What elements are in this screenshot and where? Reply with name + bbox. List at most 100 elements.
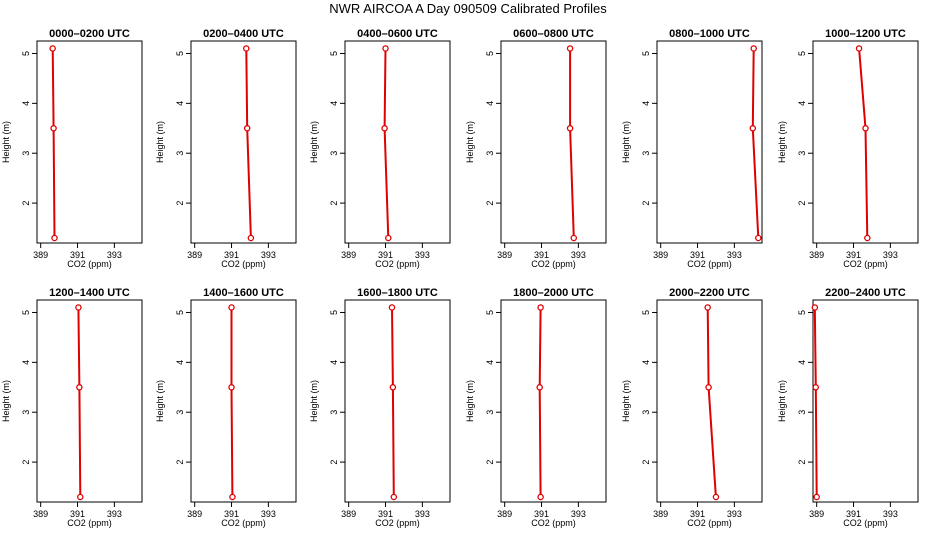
profile-point (229, 493, 236, 501)
profile-point (813, 493, 820, 501)
profile-point (389, 384, 397, 391)
y-tick-label: 4 (485, 360, 495, 365)
profile-point (811, 304, 819, 311)
x-tick-label: 389 (187, 509, 202, 519)
y-axis-label: Height (m) (309, 121, 319, 163)
y-tick-label: 3 (797, 151, 807, 156)
plot-frame (812, 299, 919, 503)
profile-line (77, 307, 82, 498)
y-tick-label: 2 (797, 460, 807, 465)
x-tick-label: 393 (883, 509, 898, 519)
panel-12: 2200–2400 UTC 389 391 393 2 3 4 5 CO2 (ppm) Heigh… (777, 287, 919, 528)
profile-point (75, 304, 82, 311)
x-axis-label: CO2 (ppm) (221, 518, 266, 528)
y-tick-label: 4 (329, 101, 339, 106)
x-tick-label: 391 (70, 509, 85, 519)
profile-line (706, 307, 717, 498)
plot-frame (344, 299, 451, 503)
plot-frame (500, 40, 607, 244)
profile-point (388, 304, 396, 311)
panel-3: 0400–0600 UTC 389 391 393 2 3 4 5 CO2 (ppm) Heigh… (309, 28, 451, 269)
y-tick-label: 4 (797, 101, 807, 106)
panel-title: 0000–0200 UTC (49, 28, 130, 40)
y-axis-label: Height (m) (465, 380, 475, 422)
panel-title: 1000–1200 UTC (825, 28, 906, 40)
y-axis-label: Height (m) (777, 121, 787, 163)
y-tick-label: 3 (641, 410, 651, 415)
profile-point (566, 45, 574, 52)
profile-line (751, 48, 760, 239)
y-tick-label: 5 (641, 51, 651, 56)
panel-1: 0000–0200 UTC 389 391 393 2 3 4 5 CO2 (ppm) Heigh… (1, 28, 143, 269)
profile-line (569, 48, 575, 239)
y-tick-label: 5 (797, 310, 807, 315)
plot-frame (656, 40, 763, 244)
plot-frame (36, 299, 143, 503)
profile-point (566, 125, 574, 132)
x-tick-label: 393 (883, 250, 898, 260)
profile-point (712, 493, 720, 501)
x-tick-label: 391 (690, 250, 705, 260)
y-tick-label: 4 (641, 360, 651, 365)
x-axis-label: CO2 (ppm) (375, 259, 420, 269)
profile-line (858, 48, 869, 239)
x-tick-label: 389 (341, 509, 356, 519)
profile-line (391, 307, 395, 498)
y-tick-label: 2 (641, 460, 651, 465)
y-axis-label: Height (m) (621, 121, 631, 163)
profile-point (382, 45, 389, 52)
y-tick-label: 2 (175, 460, 185, 465)
profile-point (862, 125, 869, 132)
profile-point (537, 493, 544, 501)
x-tick-label: 389 (809, 250, 824, 260)
x-tick-label: 389 (497, 509, 512, 519)
profile-point (228, 384, 235, 391)
profile-point (228, 304, 235, 311)
y-axis-label: Height (m) (465, 121, 475, 163)
y-axis-label: Height (m) (155, 121, 165, 163)
profile-point (705, 384, 712, 391)
profile-point (749, 125, 757, 132)
plot-frame (500, 299, 607, 503)
y-tick-label: 4 (21, 360, 31, 365)
y-tick-label: 5 (21, 310, 31, 315)
panel-title: 0400–0600 UTC (357, 28, 438, 40)
y-tick-label: 2 (797, 201, 807, 206)
y-tick-label: 4 (21, 101, 31, 106)
x-tick-label: 393 (107, 509, 122, 519)
profile-point (390, 493, 398, 501)
y-tick-label: 2 (175, 201, 185, 206)
profile-point (750, 45, 757, 52)
profile-point (864, 234, 871, 242)
x-tick-label: 391 (690, 509, 705, 519)
y-tick-label: 5 (175, 310, 185, 315)
profile-point (381, 125, 388, 132)
panel-title: 1600–1800 UTC (357, 287, 438, 299)
y-axis-label: Height (m) (155, 380, 165, 422)
x-tick-label: 393 (107, 250, 122, 260)
y-tick-label: 4 (797, 360, 807, 365)
y-tick-label: 4 (175, 101, 185, 106)
y-tick-label: 5 (329, 310, 339, 315)
x-tick-label: 391 (224, 250, 239, 260)
panel-title: 2200–2400 UTC (825, 287, 906, 299)
x-axis-label: CO2 (ppm) (531, 518, 576, 528)
y-tick-label: 5 (21, 51, 31, 56)
y-tick-label: 2 (21, 460, 31, 465)
y-axis-label: Height (m) (621, 380, 631, 422)
x-axis-label: CO2 (ppm) (687, 518, 732, 528)
profile-line (51, 48, 56, 239)
y-tick-label: 5 (641, 310, 651, 315)
y-tick-label: 3 (21, 151, 31, 156)
x-axis-label: CO2 (ppm) (67, 518, 112, 528)
y-tick-label: 5 (175, 51, 185, 56)
profile-point (76, 384, 83, 391)
x-axis-label: CO2 (ppm) (531, 259, 576, 269)
y-tick-label: 3 (175, 410, 185, 415)
panel-title: 0800–1000 UTC (669, 28, 750, 40)
x-tick-label: 391 (534, 509, 549, 519)
profile-point (247, 234, 255, 242)
x-tick-label: 393 (261, 509, 276, 519)
x-tick-label: 391 (534, 250, 549, 260)
panel-2: 0200–0400 UTC 389 391 393 2 3 4 5 CO2 (ppm) Heigh… (155, 28, 297, 269)
